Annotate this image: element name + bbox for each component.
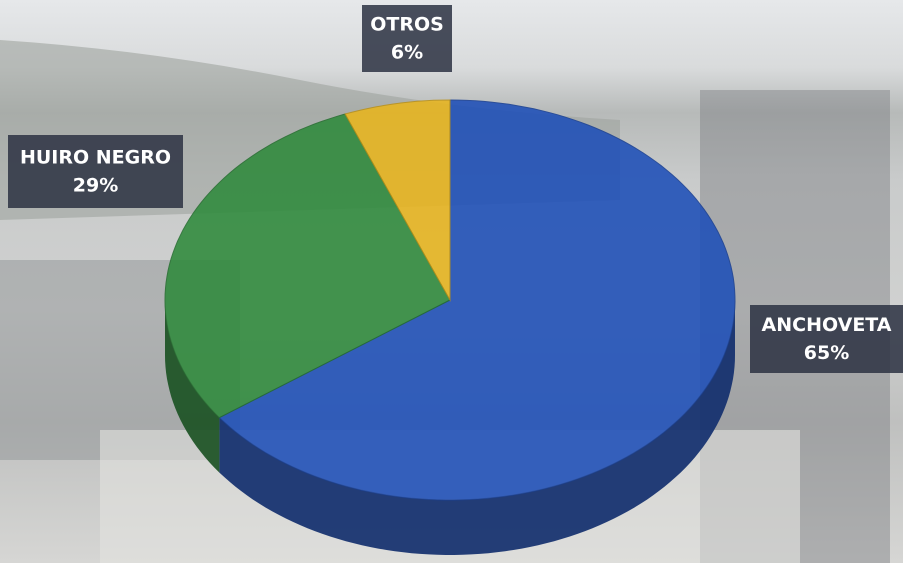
category-label: HUIRO NEGRO [20, 147, 171, 169]
slice [344, 99, 451, 302]
slice-side [219, 300, 735, 555]
category-label: OTROS [370, 14, 444, 36]
category-label: ANCHOVETA [762, 314, 892, 336]
value-label: 65% [804, 342, 849, 364]
slice [164, 113, 451, 419]
label-box [8, 135, 183, 208]
label-box [362, 5, 452, 72]
value-label: 29% [73, 175, 118, 197]
pie [164, 99, 736, 555]
labels: ANCHOVETA 65% HUIRO NEGRO 29% OTROS 6% [8, 5, 903, 373]
label-box [750, 305, 903, 373]
slice [218, 99, 736, 501]
slice-side [165, 300, 220, 473]
value-label: 6% [391, 42, 423, 64]
